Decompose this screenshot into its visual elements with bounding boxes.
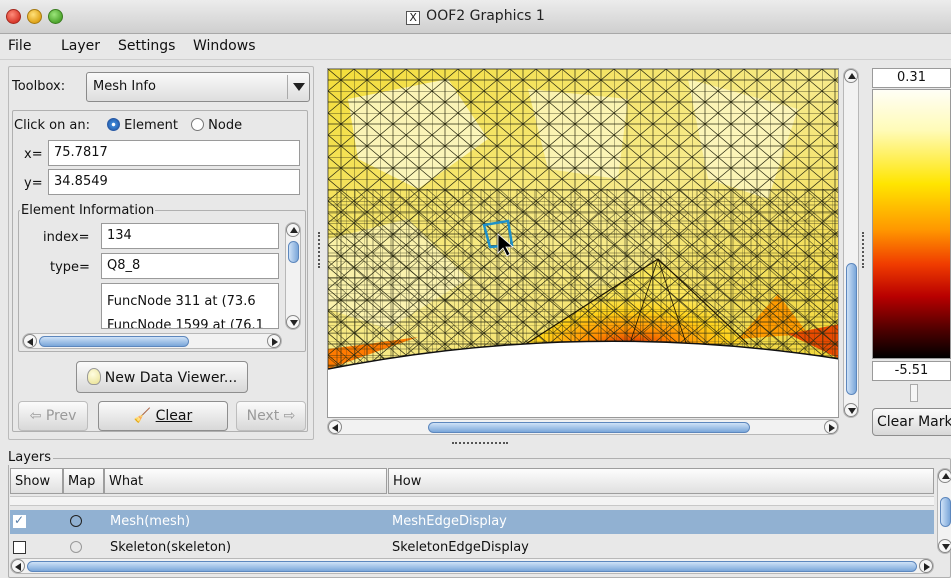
column-header-what[interactable]: What [104,468,387,494]
x11-icon: X [406,11,421,25]
column-header-how[interactable]: How [388,468,934,494]
lightbulb-icon [86,368,101,385]
layer-how: SkeletonEdgeDisplay [392,540,529,555]
element-info-vscroll[interactable] [285,222,301,330]
scroll-right-icon[interactable] [919,559,933,573]
y-label: y= [24,176,43,191]
pane-grip-right[interactable] [862,232,866,268]
pane-grip-bottom[interactable] [452,442,508,446]
scroll-left-icon[interactable] [11,559,25,573]
layer-separator [10,496,934,506]
radio-selected-icon [107,118,120,131]
scroll-down-icon[interactable] [938,539,951,553]
scroll-thumb[interactable] [288,241,299,263]
menu-layer[interactable]: Layer [61,38,101,54]
scroll-thumb[interactable] [846,263,857,395]
scroll-down-icon[interactable] [844,403,858,417]
zoom-window-button[interactable] [48,9,63,24]
show-checkbox[interactable] [13,541,26,554]
click-on-label: Click on an: [14,118,91,133]
next-button[interactable]: Next ⇨ [236,401,306,431]
scroll-up-icon[interactable] [844,69,858,83]
x-label: x= [24,147,43,162]
window-title: X OOF2 Graphics 1 [0,8,951,25]
minimize-window-button[interactable] [27,9,42,24]
layers-hscroll[interactable] [10,558,934,574]
column-header-map[interactable]: Map [63,468,104,494]
element-information-frame [18,210,306,352]
toolbox-select-value: Mesh Info [93,79,156,94]
arrow-right-icon: ⇨ [283,408,296,424]
scroll-up-icon[interactable] [938,469,951,483]
type-label: type= [50,260,90,275]
type-field[interactable]: Q8_8 [101,253,279,279]
mesh-info-frame [12,110,308,432]
radio-unselected-icon [191,118,204,131]
element-info-hscroll[interactable] [22,333,282,349]
scroll-thumb[interactable] [428,422,750,433]
layer-what: Skeleton(skeleton) [110,540,232,555]
table-row[interactable]: Skeleton(skeleton) SkeletonEdgeDisplay [10,536,934,556]
layer-what: Mesh(mesh) [110,514,191,529]
index-label: index= [43,230,90,245]
scroll-left-icon[interactable] [23,334,37,348]
map-radio[interactable] [70,541,82,553]
mouse-pointer-icon [497,233,515,257]
list-item[interactable]: FuncNode 311 at (73.6 [107,294,256,309]
mesh-plot[interactable] [328,69,839,418]
arrow-left-icon: ⇦ [29,408,42,424]
toolbox-panel: Toolbox: Mesh Info Click on an: Element … [8,66,314,440]
colorbar-slider[interactable] [910,384,918,402]
toolbox-label: Toolbox: [12,79,66,94]
new-data-viewer-button[interactable]: New Data Viewer... [76,361,248,393]
menu-settings[interactable]: Settings [118,38,176,54]
x-field[interactable]: 75.7817 [48,140,300,166]
canvas-vscroll[interactable] [843,68,859,418]
layers-vscroll[interactable] [937,468,951,554]
close-window-button[interactable] [6,9,21,24]
layers-title: Layers [6,450,54,465]
scroll-right-icon[interactable] [824,420,838,434]
scroll-right-icon[interactable] [267,334,281,348]
toolbox-frame [8,66,314,440]
colorbar-panel: 0.31 -5.51 Clear Mark [870,68,951,438]
menu-windows[interactable]: Windows [193,38,256,54]
scroll-down-icon[interactable] [286,315,300,329]
index-field[interactable]: 134 [101,223,279,249]
clear-button[interactable]: 🧹 Clear [98,401,228,431]
clear-mark-button[interactable]: Clear Mark [872,408,951,436]
menu-bar: File Layer Settings Windows [0,34,951,60]
menu-file[interactable]: File [8,38,32,54]
map-radio[interactable] [70,515,82,527]
colorbar-min: -5.51 [872,361,951,381]
pane-grip-left[interactable] [318,232,322,268]
canvas-hscroll[interactable] [327,419,839,435]
colorbar-gradient [872,89,951,359]
y-field[interactable]: 34.8549 [48,169,300,195]
toolbox-select[interactable]: Mesh Info [86,72,310,102]
broom-icon: 🧹 [133,408,152,424]
selected-element-highlight [482,219,514,249]
scroll-thumb[interactable] [39,336,189,347]
table-row[interactable]: Mesh(mesh) MeshEdgeDisplay [10,510,934,534]
colorbar-max: 0.31 [872,68,951,88]
element-information-title: Element Information [20,203,156,218]
title-bar: X OOF2 Graphics 1 [0,0,951,34]
scroll-thumb[interactable] [27,561,917,572]
node-list[interactable]: FuncNode 311 at (73.6 FuncNode 1599 at (… [101,283,279,329]
list-item[interactable]: FuncNode 1599 at (76.1 [107,318,264,329]
node-radio[interactable]: Node [191,118,242,133]
chevron-down-icon [287,75,307,99]
scroll-up-icon[interactable] [286,223,300,237]
graphics-canvas[interactable] [327,68,839,418]
layer-how: MeshEdgeDisplay [392,514,507,529]
prev-button[interactable]: ⇦ Prev [18,401,88,431]
scroll-thumb[interactable] [940,497,951,527]
column-header-show[interactable]: Show [10,468,63,494]
element-radio[interactable]: Element [107,118,178,133]
show-checkbox[interactable] [13,513,26,528]
scroll-left-icon[interactable] [328,420,342,434]
